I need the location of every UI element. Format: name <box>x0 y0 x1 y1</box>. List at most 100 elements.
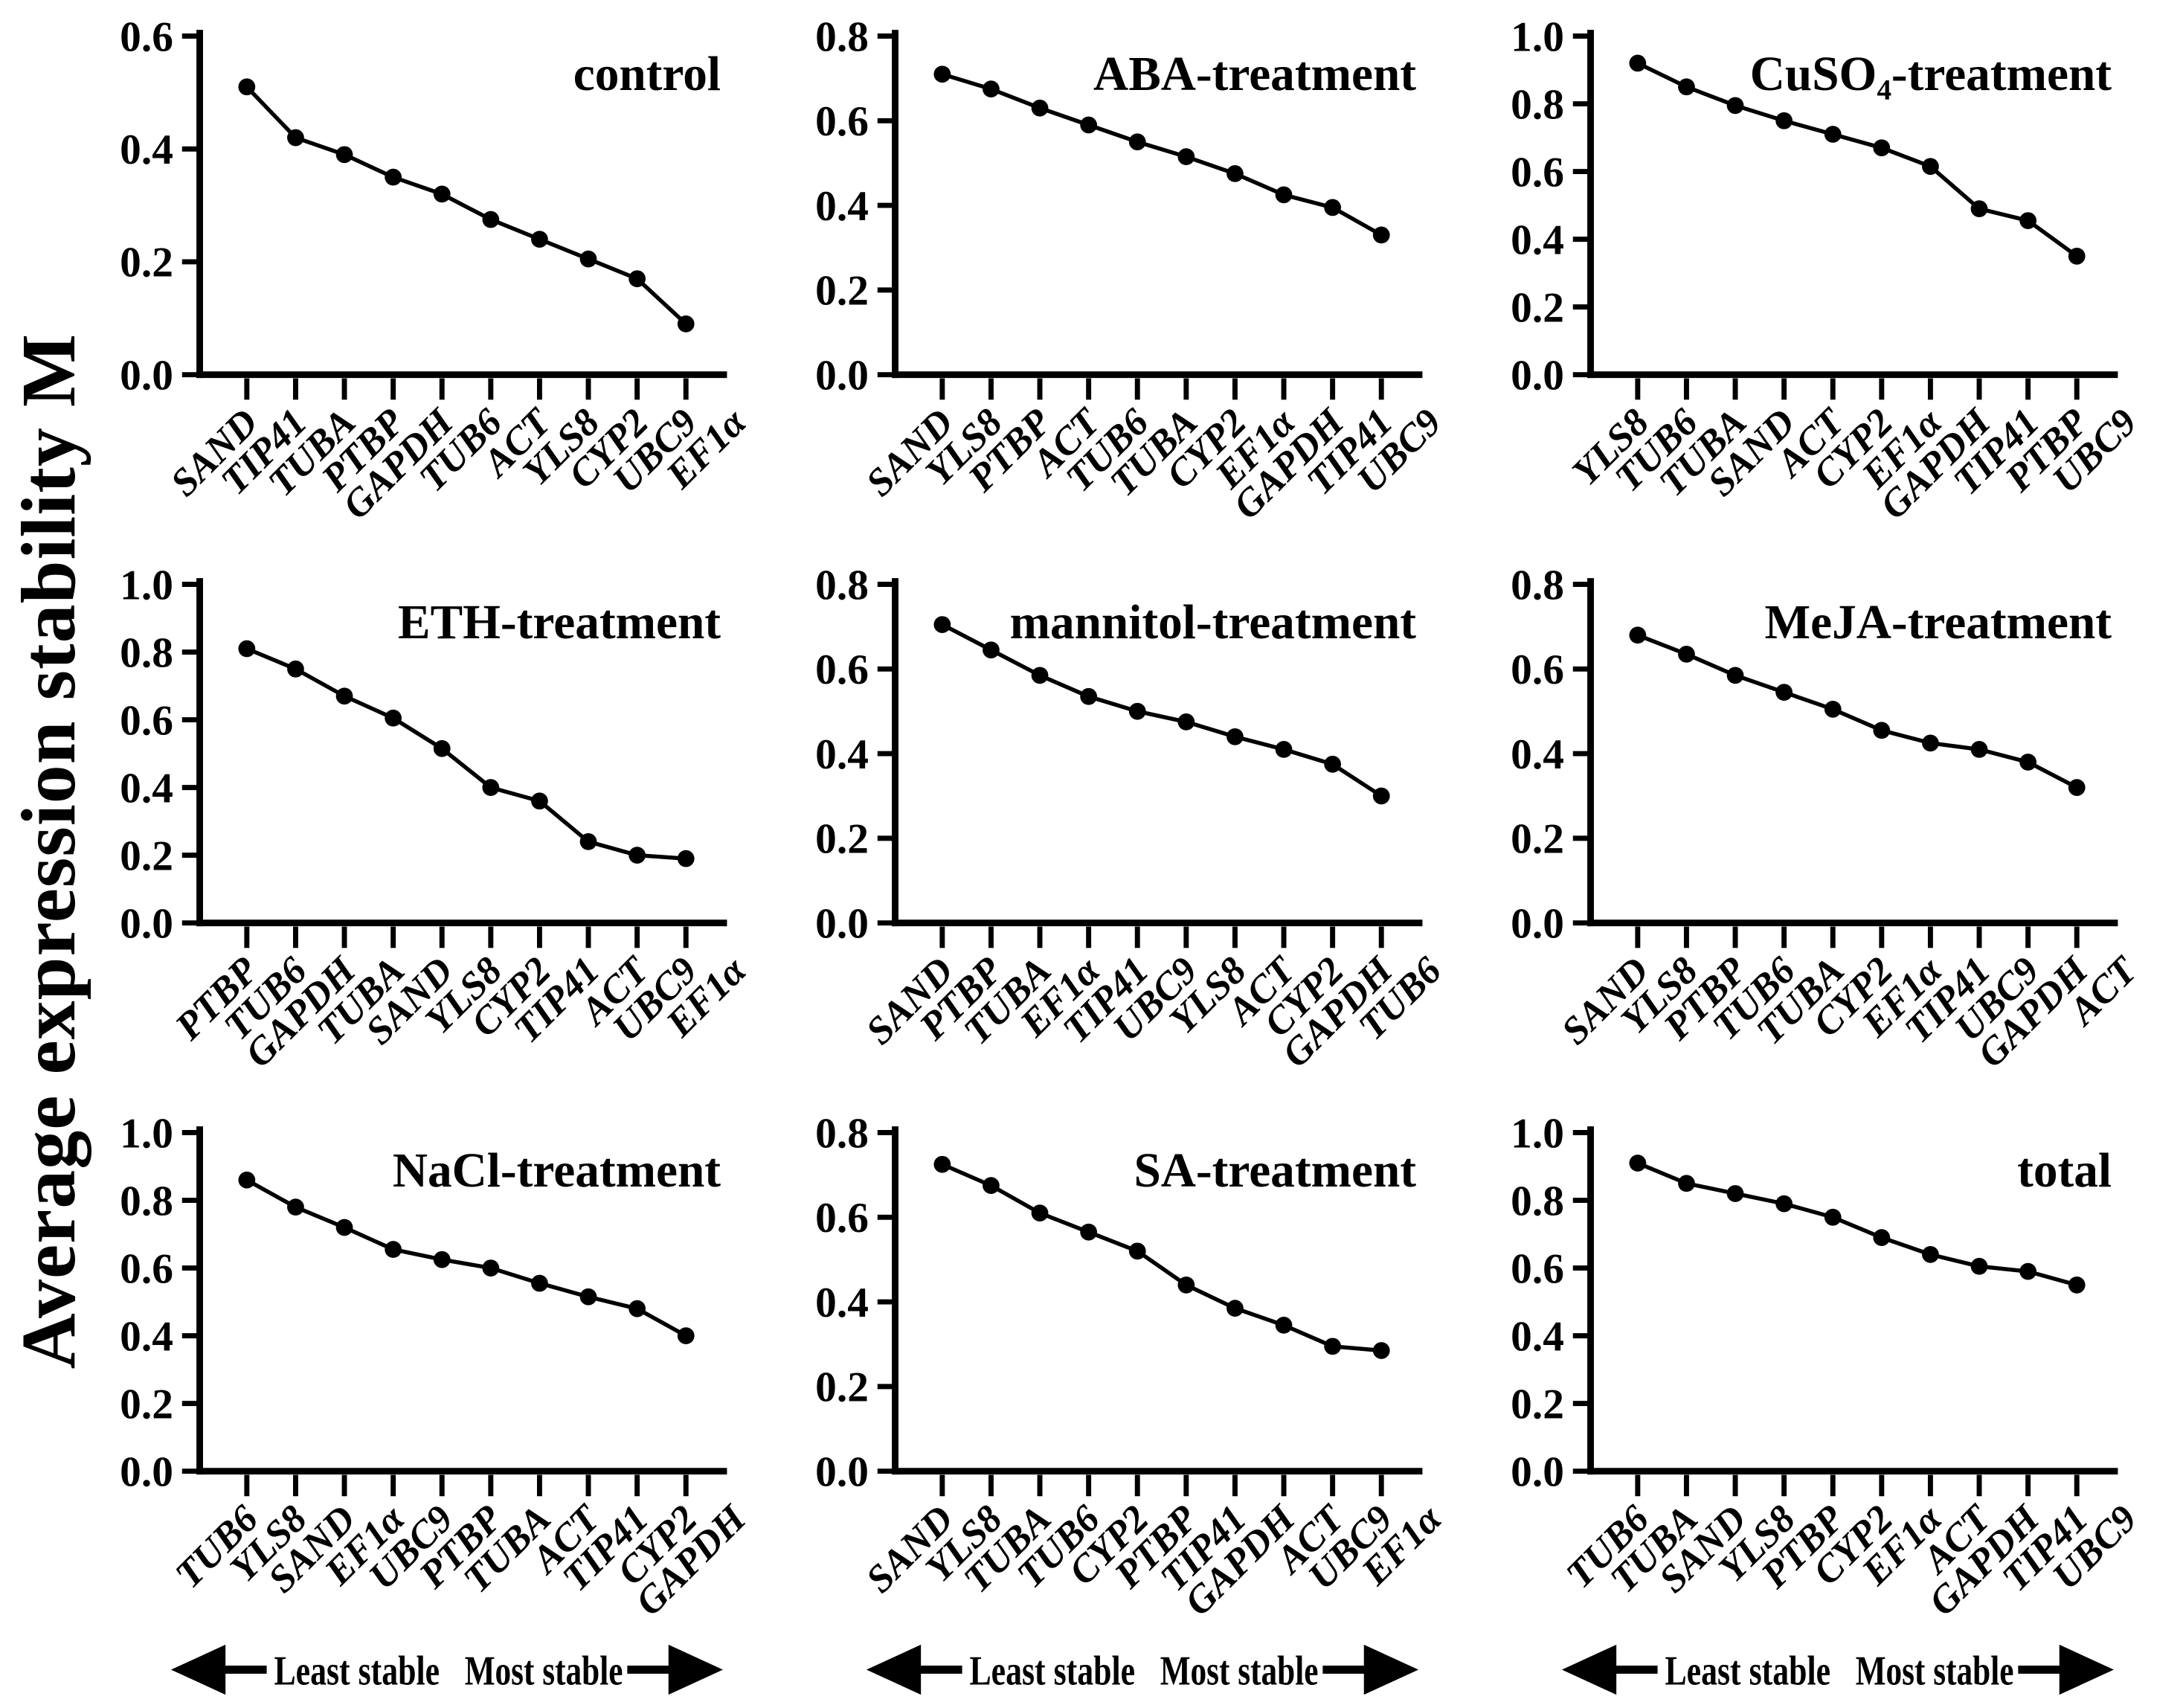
y-axis-label-column: Average expression stability M <box>0 0 97 1702</box>
data-point <box>1372 1342 1390 1360</box>
data-point <box>433 1251 451 1268</box>
data-point <box>1177 1277 1195 1294</box>
y-tick-label: 0.0 <box>120 1449 173 1496</box>
data-point <box>1873 1229 1891 1247</box>
y-tick-label: 0.6 <box>120 13 173 60</box>
data-point <box>1726 1185 1744 1203</box>
data-point <box>287 129 304 147</box>
data-point <box>1824 126 1842 143</box>
right-arrow-icon <box>2059 1645 2114 1695</box>
data-point <box>1726 97 1744 115</box>
least-stable-label: Least stable <box>969 1648 1135 1695</box>
data-point <box>1031 99 1049 117</box>
data-point <box>238 640 256 658</box>
left-arrow-icon <box>1561 1645 1617 1695</box>
panel-title: SA-treatment <box>1134 1144 1416 1198</box>
y-tick-label: 0.0 <box>815 901 869 948</box>
data-point <box>1177 148 1195 166</box>
data-point <box>1873 139 1891 157</box>
data-point <box>628 847 646 864</box>
stability-arrow-annotation: Least stable Most stable <box>866 1645 1418 1695</box>
y-tick-label: 0.6 <box>1511 149 1564 196</box>
data-point <box>677 315 695 333</box>
series-line <box>941 623 1383 798</box>
most-stable-label: Most stable <box>465 1648 623 1695</box>
panel-title: CuSO₄-treatment <box>1750 48 2112 101</box>
data-point <box>1629 1155 1647 1172</box>
panel-meja-treatment: 0.00.20.40.60.8SANDYLS8PTBPTUB6TUBACYP2E… <box>1511 562 2146 1076</box>
panel-title: control <box>573 48 721 101</box>
y-tick-label: 1.0 <box>1511 13 1564 60</box>
y-tick-label: 0.2 <box>1511 816 1564 863</box>
y-tick-label: 0.6 <box>815 646 869 693</box>
panel-title: NaCl-treatment <box>393 1144 721 1198</box>
panel-total: 0.00.20.40.60.81.0TUB6TUBASANDYLS8PTBPCY… <box>1511 1111 2145 1625</box>
y-tick-label: 0.2 <box>815 816 869 863</box>
data-point <box>1775 1195 1793 1213</box>
panel-aba-treatment: 0.00.20.40.60.8SANDYLS8PTBPACTTUB6TUBACY… <box>815 13 1450 527</box>
y-tick-label: 0.2 <box>120 240 173 286</box>
panel-eth-treatment: 0.00.20.40.60.81.0PTBPTUB6GAPDHTUBASANDY… <box>120 562 755 1076</box>
data-point <box>2068 779 2086 797</box>
panel-grid: 0.0 0.2 0.4 0.6 SAND TIP41 TUBA PTBP GAPDH TUB6 AC… <box>97 0 2183 1702</box>
panel-title: ABA-treatment <box>1093 48 1416 101</box>
panel-mannitol-treatment: 0.00.20.40.60.8SANDPTBPTUBAEF1αTIP41UBC9… <box>815 562 1450 1076</box>
y-tick-label: 0.4 <box>815 1280 869 1326</box>
y-tick-label: 0.4 <box>120 765 173 812</box>
data-point <box>1324 1338 1342 1355</box>
data-point <box>1970 200 1988 218</box>
data-point <box>1275 1317 1293 1334</box>
y-tick-label: 0.6 <box>815 1195 869 1242</box>
y-tick-label: 1.0 <box>1511 1111 1564 1158</box>
panel-title: total <box>2017 1144 2112 1198</box>
y-tick-label: 0.8 <box>815 562 869 609</box>
most-stable-label: Most stable <box>1160 1648 1319 1695</box>
y-tick-label: 0.8 <box>120 629 173 676</box>
data-point <box>385 710 402 727</box>
left-arrow-shaft <box>919 1666 962 1675</box>
y-tick-label: 0.4 <box>815 731 869 778</box>
y-tick-label: 0.6 <box>815 98 869 145</box>
data-point <box>1226 728 1244 745</box>
data-point <box>1678 78 1695 96</box>
least-stable-label: Least stable <box>1665 1648 1830 1695</box>
data-point <box>1970 741 1988 758</box>
data-point <box>531 1274 548 1292</box>
data-point <box>482 1259 500 1277</box>
y-tick-label: 0.6 <box>1511 646 1564 693</box>
y-tick-label: 0.2 <box>120 833 173 880</box>
y-tick-label: 0.4 <box>120 1314 173 1361</box>
panel-control: 0.00.20.40.6SANDTIP41TUBAPTBPGAPDHTUB6AC… <box>120 13 755 527</box>
data-point <box>677 850 695 867</box>
left-arrow-shaft <box>1615 1666 1658 1675</box>
data-point <box>1678 1175 1695 1192</box>
data-point <box>983 80 1000 98</box>
data-point <box>1275 741 1293 758</box>
y-tick-label: 0.8 <box>120 1178 173 1225</box>
data-point <box>628 270 646 288</box>
data-point <box>1324 199 1342 216</box>
data-point <box>287 1198 304 1216</box>
data-point <box>433 185 451 203</box>
data-point <box>933 1156 951 1173</box>
data-point <box>1629 54 1647 72</box>
data-point <box>433 739 451 757</box>
y-tick-label: 0.4 <box>1511 216 1564 263</box>
data-point <box>579 1288 597 1306</box>
data-point <box>1629 626 1647 644</box>
data-point <box>335 687 353 705</box>
data-point <box>1128 133 1146 151</box>
panel-title: MeJA-treatment <box>1765 596 2112 649</box>
y-tick-label: 0.2 <box>815 268 869 315</box>
panel-sa-treatment: 0.00.20.40.60.8SANDYLS8TUBATUB6CYP2PTBPT… <box>815 1111 1450 1625</box>
y-tick-label: 0.0 <box>1511 352 1564 399</box>
y-tick-label: 0.8 <box>1511 562 1564 609</box>
data-point <box>983 1177 1000 1195</box>
y-tick-label: 0.0 <box>1511 1449 1564 1496</box>
y-tick-label: 0.8 <box>1511 81 1564 128</box>
y-tick-label: 0.4 <box>815 183 869 230</box>
y-tick-label: 0.8 <box>815 13 869 60</box>
right-arrow-icon <box>668 1645 723 1695</box>
most-stable-label: Most stable <box>1856 1648 2014 1695</box>
series-line <box>245 85 688 326</box>
